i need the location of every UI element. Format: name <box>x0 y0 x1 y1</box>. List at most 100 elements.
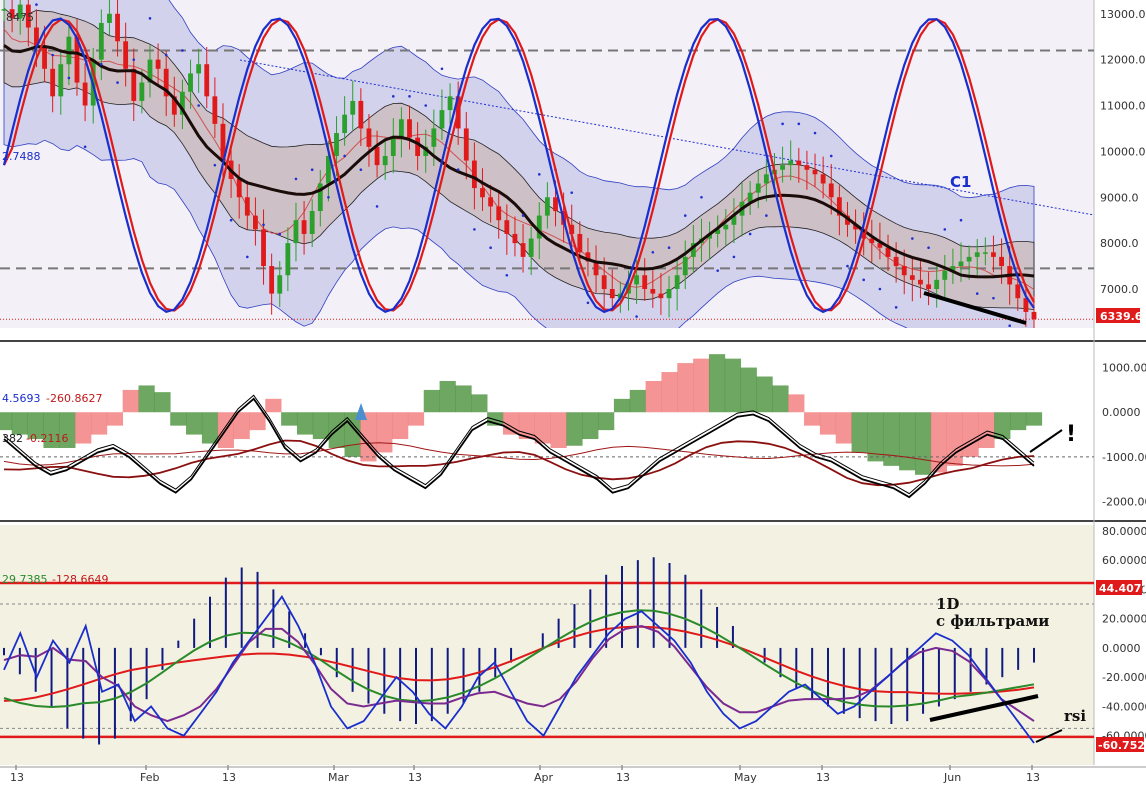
histogram-bar <box>27 412 44 440</box>
lower-level-tag <box>1096 737 1144 752</box>
price-axis-tick-label: 13000.0 <box>1100 8 1146 21</box>
candle-body <box>909 275 915 280</box>
histogram-bar <box>851 412 868 453</box>
sar-dot <box>959 218 963 222</box>
candle-body <box>861 229 867 239</box>
sar-dot <box>748 232 752 236</box>
candle-body <box>317 183 323 212</box>
candle-body <box>820 174 826 184</box>
osc2-purple-line <box>3 624 1035 723</box>
candle-body <box>666 289 672 299</box>
candle-body <box>731 215 737 225</box>
annotation-c1: C1 <box>950 173 971 191</box>
candle-body <box>293 220 299 244</box>
price-panel[interactable] <box>0 0 1094 366</box>
sar-dot <box>327 195 330 199</box>
candle-body <box>593 261 599 276</box>
sar-dot <box>148 17 152 20</box>
candle-body <box>374 146 380 166</box>
osc1-readout2-a: 382 <box>2 432 23 445</box>
candle-body <box>715 229 721 234</box>
candle-body <box>974 252 980 257</box>
histogram-bar <box>962 412 979 457</box>
candle-body <box>480 188 485 198</box>
sar-dot <box>781 122 784 126</box>
histogram-bar <box>899 412 916 471</box>
candle-body <box>82 82 88 106</box>
histogram-bar <box>708 354 726 413</box>
sar-dot <box>51 53 54 57</box>
sar-dot <box>894 306 898 309</box>
histogram-bar <box>0 412 13 431</box>
histogram-bar <box>693 358 710 413</box>
sar-dot <box>586 301 590 305</box>
osc2-axis-tick-label: 60.0000 <box>1102 554 1146 567</box>
candle-body <box>415 137 421 156</box>
candle-body <box>901 266 907 276</box>
candle-body <box>869 238 875 244</box>
candle-body <box>512 233 518 244</box>
candle-body <box>585 252 591 262</box>
candle-body <box>496 206 502 221</box>
candle-body <box>334 133 339 156</box>
sar-dot <box>813 131 817 135</box>
axes: 13000.0 12000.0 11000.0 10000.0 9000.0 8000.0… <box>0 8 1146 784</box>
x-axis-tick-label: Jun <box>943 771 961 784</box>
osc2-axis-tick-label: -20.0000 <box>1102 671 1146 684</box>
candle-body <box>147 59 153 83</box>
sar-dot <box>911 237 914 240</box>
candle-body <box>982 252 988 254</box>
osc2-green-line <box>3 609 1035 709</box>
osc2-axis-tick-label: 20.0000 <box>1102 613 1146 626</box>
x-axis-tick-label: 13 <box>616 771 630 784</box>
candle-body <box>17 4 23 19</box>
price-top-left-readout: 8475 <box>6 11 34 24</box>
osc1-slow-line <box>3 442 1035 467</box>
annotation-exclamation: ! <box>1066 422 1076 447</box>
sar-dot <box>992 296 995 300</box>
sar-dot <box>262 223 265 227</box>
histogram-bar <box>1025 412 1043 426</box>
oscillator-1-panel[interactable] <box>0 354 1094 499</box>
candle-body <box>188 73 193 92</box>
histogram-bar <box>867 412 884 462</box>
candle-body <box>634 275 640 285</box>
candle-body <box>504 220 510 234</box>
sar-dot <box>424 104 428 107</box>
osc1-main-line <box>3 397 1035 499</box>
histogram-bar <box>994 412 1011 440</box>
sar-dot <box>278 232 282 236</box>
candle-body <box>439 110 445 129</box>
candle-body <box>536 215 542 239</box>
oscillator-2-panel[interactable] <box>0 557 1094 745</box>
histogram-bar <box>407 412 425 426</box>
price-axis-tick-label: 8000.0 <box>1100 237 1139 250</box>
x-axis-tick-label: 13 <box>10 771 24 784</box>
sar-dot <box>635 315 638 318</box>
pointer-arrow-osc2 <box>1035 729 1063 743</box>
candle-body <box>845 215 850 225</box>
histogram-bar <box>281 412 298 426</box>
histogram-bar <box>170 412 187 426</box>
candle-body <box>780 165 785 170</box>
candle-body <box>1015 284 1021 299</box>
candle-body <box>431 128 437 147</box>
osc1-axis-tick-label: 0.0000 <box>1102 406 1141 419</box>
histogram-bar <box>122 389 139 413</box>
candle-body <box>893 256 899 267</box>
candle-body <box>261 229 266 267</box>
sar-dot <box>375 205 379 208</box>
drawn-trendline-osc2 <box>929 694 1039 722</box>
candle-body <box>244 197 250 216</box>
sar-dot <box>456 168 460 172</box>
candle-body <box>828 183 834 198</box>
candle-body <box>220 123 226 161</box>
lower-level-value: -60.7527 <box>1098 739 1146 752</box>
histogram-bar <box>376 412 393 453</box>
sar-dot <box>489 246 492 250</box>
candle-body <box>123 41 129 69</box>
candle-body <box>1031 311 1037 320</box>
last-price-tag <box>1096 308 1140 323</box>
osc2-axis-tick-label: 80.0000 <box>1102 525 1146 538</box>
